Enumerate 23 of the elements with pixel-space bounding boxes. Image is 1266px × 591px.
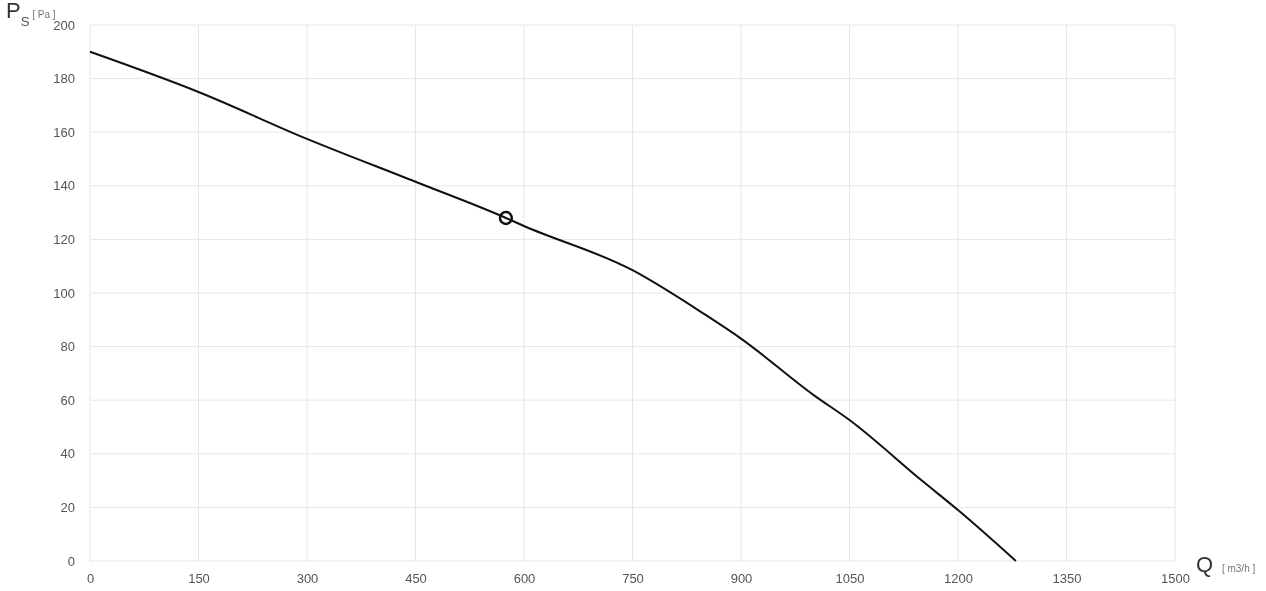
y-tick-label: 100: [53, 285, 75, 301]
y-tick-label: 40: [60, 446, 75, 462]
y-tick-label: 180: [53, 71, 75, 87]
line-series: [89, 50, 1017, 562]
y-tick-label: 0: [67, 553, 75, 569]
y-tick-label: 80: [60, 339, 75, 355]
x-tick-label: 1050: [835, 571, 865, 587]
x-tick-label: 900: [730, 571, 753, 587]
x-tick-label: 0: [86, 571, 95, 587]
x-tick-label: 600: [513, 571, 536, 587]
x-tick-label: 1500: [1161, 571, 1190, 587]
x-tick-label: 450: [405, 571, 427, 587]
x-tick-label: 1350: [1052, 571, 1082, 587]
y-tick-label: 120: [53, 232, 75, 248]
x-tick-label: 150: [188, 571, 210, 587]
y-tick-label: 20: [60, 500, 75, 516]
y-tick-label: 60: [60, 392, 75, 408]
y-tick-label: 160: [53, 124, 75, 140]
x-tick-label: 300: [296, 571, 319, 587]
x-tick-label: 750: [622, 571, 644, 587]
y-tick-label: 140: [53, 178, 75, 194]
x-tick-label: 1200: [944, 571, 973, 587]
x-axis-title: Q [ m3/h ]: [1196, 552, 1256, 577]
